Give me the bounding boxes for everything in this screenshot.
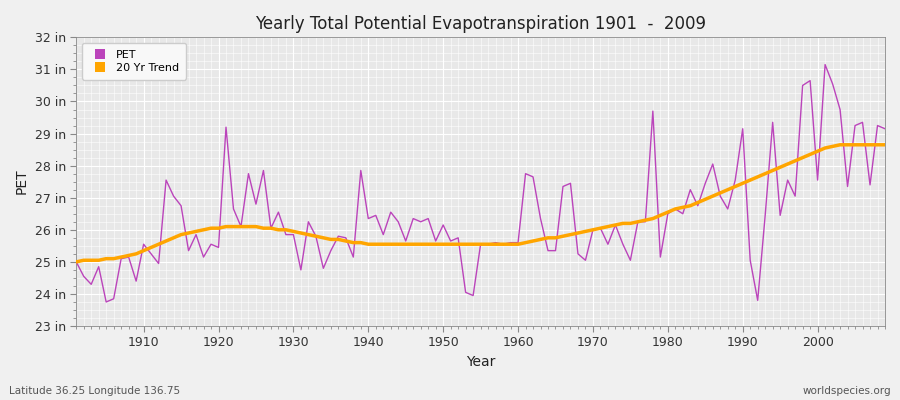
Y-axis label: PET: PET <box>15 169 29 194</box>
Title: Yearly Total Potential Evapotranspiration 1901  -  2009: Yearly Total Potential Evapotranspiratio… <box>255 15 706 33</box>
Legend: PET, 20 Yr Trend: PET, 20 Yr Trend <box>82 43 186 80</box>
X-axis label: Year: Year <box>466 355 495 369</box>
Text: worldspecies.org: worldspecies.org <box>803 386 891 396</box>
Text: Latitude 36.25 Longitude 136.75: Latitude 36.25 Longitude 136.75 <box>9 386 180 396</box>
